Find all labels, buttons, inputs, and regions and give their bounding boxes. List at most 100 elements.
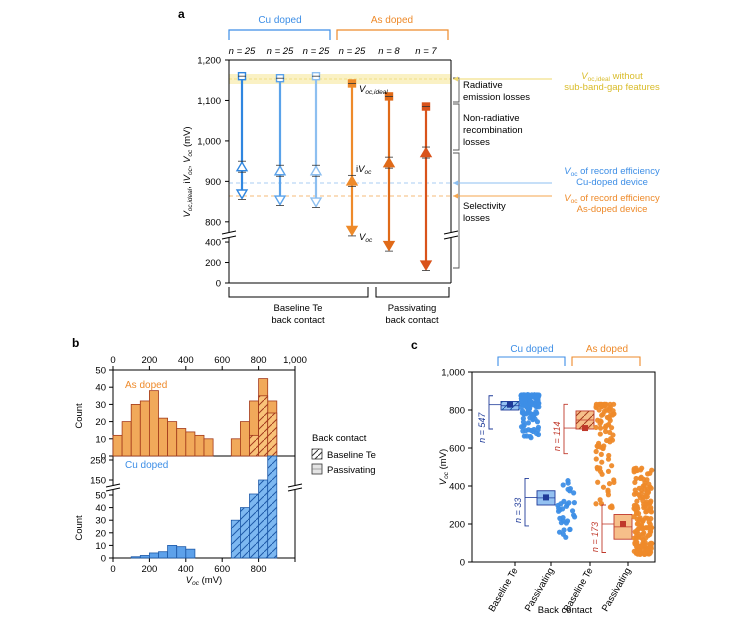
panel-c-frame bbox=[471, 371, 656, 563]
histogram-bar bbox=[185, 548, 196, 559]
cu-group-label: Cu doped bbox=[258, 15, 301, 26]
panel-a: a 800 900 1,000 1,100 1,200 0 200 400 Voc,ideal… bbox=[178, 7, 660, 326]
label-voc: Voc bbox=[359, 232, 373, 244]
data-point bbox=[600, 445, 606, 452]
panel-b-axis-break bbox=[105, 483, 303, 492]
data-point bbox=[560, 515, 566, 521]
data-point bbox=[631, 535, 637, 541]
ivoc-marker bbox=[382, 156, 396, 168]
data-point bbox=[640, 547, 646, 553]
data-point bbox=[610, 412, 616, 418]
panel-b-x-ticks: 0 0 200 200 400 400 600 600 800 800 1,000 bbox=[110, 355, 307, 575]
data-point bbox=[599, 459, 605, 465]
data-point bbox=[606, 414, 612, 421]
panel-b-x-tick-label-bottom: 800 bbox=[251, 564, 267, 575]
panel-b-y-label-upper: Count bbox=[74, 403, 85, 429]
data-point bbox=[533, 408, 539, 415]
panel-b-x-tick-label-top: 600 bbox=[214, 355, 230, 366]
data-point bbox=[635, 506, 641, 512]
legend-label-passivating: Passivating bbox=[327, 465, 376, 476]
as-group-bracket bbox=[336, 29, 449, 40]
data-point bbox=[595, 442, 601, 449]
mean-marker bbox=[620, 521, 626, 527]
data-point bbox=[647, 499, 653, 506]
histogram-bar-hatch bbox=[258, 395, 268, 456]
data-point bbox=[532, 416, 538, 422]
data-point bbox=[597, 425, 604, 431]
baseline-bracket-label: Baseline Te back contact bbox=[271, 303, 325, 326]
voc-marker bbox=[273, 195, 287, 206]
baseline-bracket bbox=[228, 287, 369, 298]
ivoc-marker bbox=[419, 146, 433, 158]
data-point bbox=[600, 484, 607, 490]
data-point bbox=[571, 514, 578, 520]
legend-swatch-baseline bbox=[311, 448, 323, 460]
data-point bbox=[556, 529, 563, 535]
data-point bbox=[634, 521, 640, 527]
panel-c-n-label: n = 114 bbox=[552, 421, 562, 451]
n-label: n = 25 bbox=[303, 46, 330, 57]
data-point bbox=[529, 393, 535, 400]
data-point bbox=[556, 505, 562, 511]
data-point bbox=[606, 481, 613, 487]
panel-b-y-tick-label-upper: 40 bbox=[95, 383, 106, 394]
histogram-bar bbox=[230, 438, 241, 457]
ivoc-marker bbox=[309, 164, 323, 176]
data-point bbox=[559, 506, 566, 512]
n-label: n = 25 bbox=[267, 46, 294, 57]
histogram-bar bbox=[167, 545, 178, 559]
bracket-radiative: Radiative emission losses bbox=[463, 80, 530, 103]
box-whisker bbox=[601, 504, 606, 553]
panel-c-x-tick-label: Passivating bbox=[600, 566, 634, 614]
histogram-bar bbox=[112, 434, 123, 457]
panel-c-y-tick-label: 800 bbox=[449, 406, 465, 417]
data-point bbox=[635, 526, 641, 532]
data-point bbox=[607, 429, 613, 436]
histogram-bar bbox=[121, 421, 132, 457]
panel-a-label: a bbox=[178, 7, 185, 21]
passivating-bracket-label: Passivating back contact bbox=[385, 303, 439, 326]
label-ivoc: iVoc bbox=[356, 164, 372, 176]
panel-a-y-ticks: 800 900 1,000 1,100 1,200 0 200 400 bbox=[197, 56, 229, 290]
data-point bbox=[599, 471, 605, 477]
data-point bbox=[642, 494, 649, 500]
panel-b-y-tick-label-lower-top: 150 bbox=[90, 476, 106, 487]
data-point bbox=[644, 548, 651, 554]
data-point bbox=[558, 520, 564, 526]
histogram-bar bbox=[148, 390, 159, 457]
n-label: n = 25 bbox=[229, 46, 256, 57]
n-label: n = 8 bbox=[378, 46, 400, 57]
data-point bbox=[648, 526, 654, 532]
data-point bbox=[640, 498, 646, 504]
panel-c-y-tick-label: 600 bbox=[449, 444, 465, 455]
histogram-bar bbox=[185, 431, 196, 457]
data-point bbox=[605, 468, 612, 474]
data-point bbox=[606, 452, 612, 459]
data-point bbox=[609, 463, 615, 469]
panel-a-y-tick-label: 1,000 bbox=[197, 136, 221, 147]
data-point bbox=[593, 456, 599, 462]
data-point bbox=[632, 487, 638, 493]
data-point bbox=[523, 403, 529, 410]
panel-c-y-tick-label: 1,000 bbox=[441, 368, 465, 379]
panel-c-x-tick-label: Baseline Te bbox=[487, 566, 521, 614]
histogram-bar bbox=[158, 551, 168, 559]
data-point bbox=[522, 396, 528, 402]
data-point bbox=[634, 498, 640, 504]
panel-b-x-tick-label-top: 0 bbox=[110, 355, 115, 366]
n-label: n = 7 bbox=[415, 46, 437, 57]
data-point bbox=[634, 542, 640, 548]
data-point bbox=[611, 477, 617, 483]
data-point bbox=[593, 448, 599, 455]
mean-marker bbox=[543, 494, 549, 501]
histogram-bar-hatch bbox=[267, 456, 277, 558]
data-point bbox=[518, 424, 525, 430]
panel-c-n-label: n = 547 bbox=[477, 412, 487, 443]
panel-b-y-tick-label-lower: 0 bbox=[101, 554, 106, 565]
panel-c-x-label: Back contact bbox=[538, 605, 593, 616]
data-point bbox=[561, 527, 567, 533]
panel-c-y-tick-label: 400 bbox=[449, 482, 465, 493]
voc-marker bbox=[345, 225, 359, 237]
data-point bbox=[639, 465, 645, 471]
